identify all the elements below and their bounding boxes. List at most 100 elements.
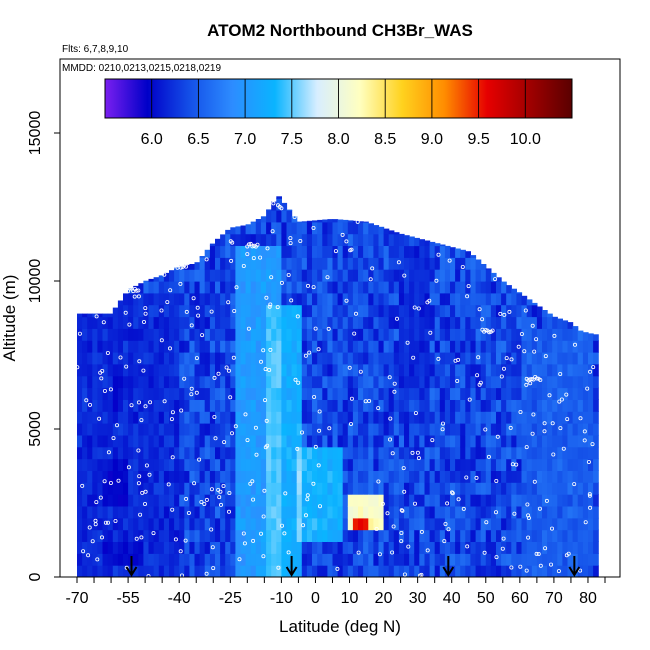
heatmap-cell xyxy=(271,352,277,365)
heatmap-cell xyxy=(296,434,303,448)
heatmap-cell xyxy=(271,541,277,554)
heatmap-cell xyxy=(235,423,242,436)
heatmap-cell xyxy=(373,269,380,282)
heatmap-cell xyxy=(138,292,144,306)
heatmap-cell xyxy=(490,281,497,294)
observation-point xyxy=(136,448,141,453)
heatmap-cell xyxy=(450,316,456,329)
heatmap-cell xyxy=(363,304,369,318)
heatmap-cell xyxy=(107,529,114,542)
heatmap-cell xyxy=(404,269,410,282)
heatmap-cell xyxy=(230,423,236,436)
colorbar-tick-label: 7.0 xyxy=(234,131,256,148)
heatmap-cell xyxy=(255,328,262,341)
heatmap-cell xyxy=(536,363,543,377)
heatmap-cell xyxy=(138,517,144,531)
heatmap-cell xyxy=(148,470,155,483)
heatmap-cell xyxy=(388,269,395,282)
heatmap-cell xyxy=(373,257,380,270)
heatmap-cell xyxy=(271,328,277,341)
heatmap-cell xyxy=(542,553,548,566)
heatmap-cell xyxy=(414,292,420,306)
heatmap-cell xyxy=(368,340,374,353)
heatmap-cell xyxy=(388,494,395,507)
heatmap-cell xyxy=(368,470,374,483)
observation-point xyxy=(558,371,563,376)
heatmap-cell xyxy=(424,446,431,460)
heatmap-cell xyxy=(352,340,359,353)
observation-point xyxy=(141,319,146,324)
heatmap-cell xyxy=(450,482,456,495)
heatmap-cell xyxy=(87,553,93,566)
heatmap-cell xyxy=(496,363,502,377)
heatmap-cell xyxy=(516,494,523,507)
heatmap-cell xyxy=(286,209,293,211)
heatmap-cell xyxy=(373,328,380,341)
heatmap-cell xyxy=(506,434,512,448)
heatmap-cell xyxy=(337,233,344,246)
heatmap-cell xyxy=(470,269,477,282)
heatmap-cell xyxy=(567,322,574,329)
heatmap-cell xyxy=(542,458,548,471)
observation-point xyxy=(189,386,194,391)
heatmap-cell xyxy=(143,292,150,306)
heatmap-cell xyxy=(455,541,461,554)
heatmap-cell xyxy=(582,423,589,436)
heatmap-cell xyxy=(429,517,436,531)
heatmap-cell xyxy=(393,232,400,235)
heatmap-cell xyxy=(107,565,114,577)
heatmap-cell xyxy=(143,446,150,460)
heatmap-cell xyxy=(393,494,400,507)
heatmap-cell xyxy=(327,363,334,377)
heatmap-cell xyxy=(179,387,185,400)
heatmap-cell xyxy=(199,292,206,306)
heatmap-cell xyxy=(322,245,328,258)
heatmap-cell xyxy=(128,316,134,329)
observation-point xyxy=(532,479,537,484)
heatmap-cell xyxy=(123,446,129,460)
heatmap-cell xyxy=(250,269,257,282)
heatmap-cell xyxy=(199,281,206,294)
heatmap-cell xyxy=(424,281,431,294)
heatmap-cell xyxy=(225,328,231,341)
heatmap-cell xyxy=(250,387,257,400)
observation-point xyxy=(108,480,113,485)
heatmap-cell xyxy=(475,304,482,318)
heatmap-cell xyxy=(572,328,579,341)
heatmap-cell xyxy=(393,423,400,436)
heatmap-cell xyxy=(465,281,471,294)
heatmap-cell xyxy=(373,565,380,577)
heatmap-cell xyxy=(276,375,282,389)
heatmap-cell xyxy=(148,553,155,566)
heatmap-cell xyxy=(588,458,594,471)
heatmap-cell xyxy=(281,269,288,282)
heatmap-cell xyxy=(271,553,277,566)
heatmap-cell xyxy=(209,387,216,400)
observation-point xyxy=(586,459,591,464)
heatmap-cell xyxy=(102,375,109,389)
heatmap-cell xyxy=(123,316,129,329)
x-tick-label: 10 xyxy=(341,590,359,607)
heatmap-cell xyxy=(107,399,114,412)
heatmap-cell xyxy=(536,553,543,566)
observation-point xyxy=(394,316,399,321)
heatmap-cell xyxy=(434,243,441,247)
observation-point xyxy=(344,298,349,303)
heatmap-cell xyxy=(148,423,155,436)
heatmap-cell xyxy=(409,281,415,294)
heatmap-cell xyxy=(194,281,201,294)
heatmap-cell xyxy=(158,446,165,460)
heatmap-cell xyxy=(373,387,380,400)
heatmap-cell xyxy=(281,292,288,306)
heatmap-cell xyxy=(225,375,231,389)
heatmap-cell xyxy=(593,399,599,412)
heatmap-cell xyxy=(245,399,252,412)
heatmap-cell xyxy=(363,434,369,448)
heatmap-cell xyxy=(460,506,466,519)
heatmap-cell xyxy=(521,434,528,448)
heatmap-cell xyxy=(286,304,293,318)
heatmap-cell xyxy=(184,328,190,341)
heatmap-cell xyxy=(444,434,451,448)
heatmap-cell xyxy=(245,541,252,554)
heatmap-cell xyxy=(450,387,456,400)
